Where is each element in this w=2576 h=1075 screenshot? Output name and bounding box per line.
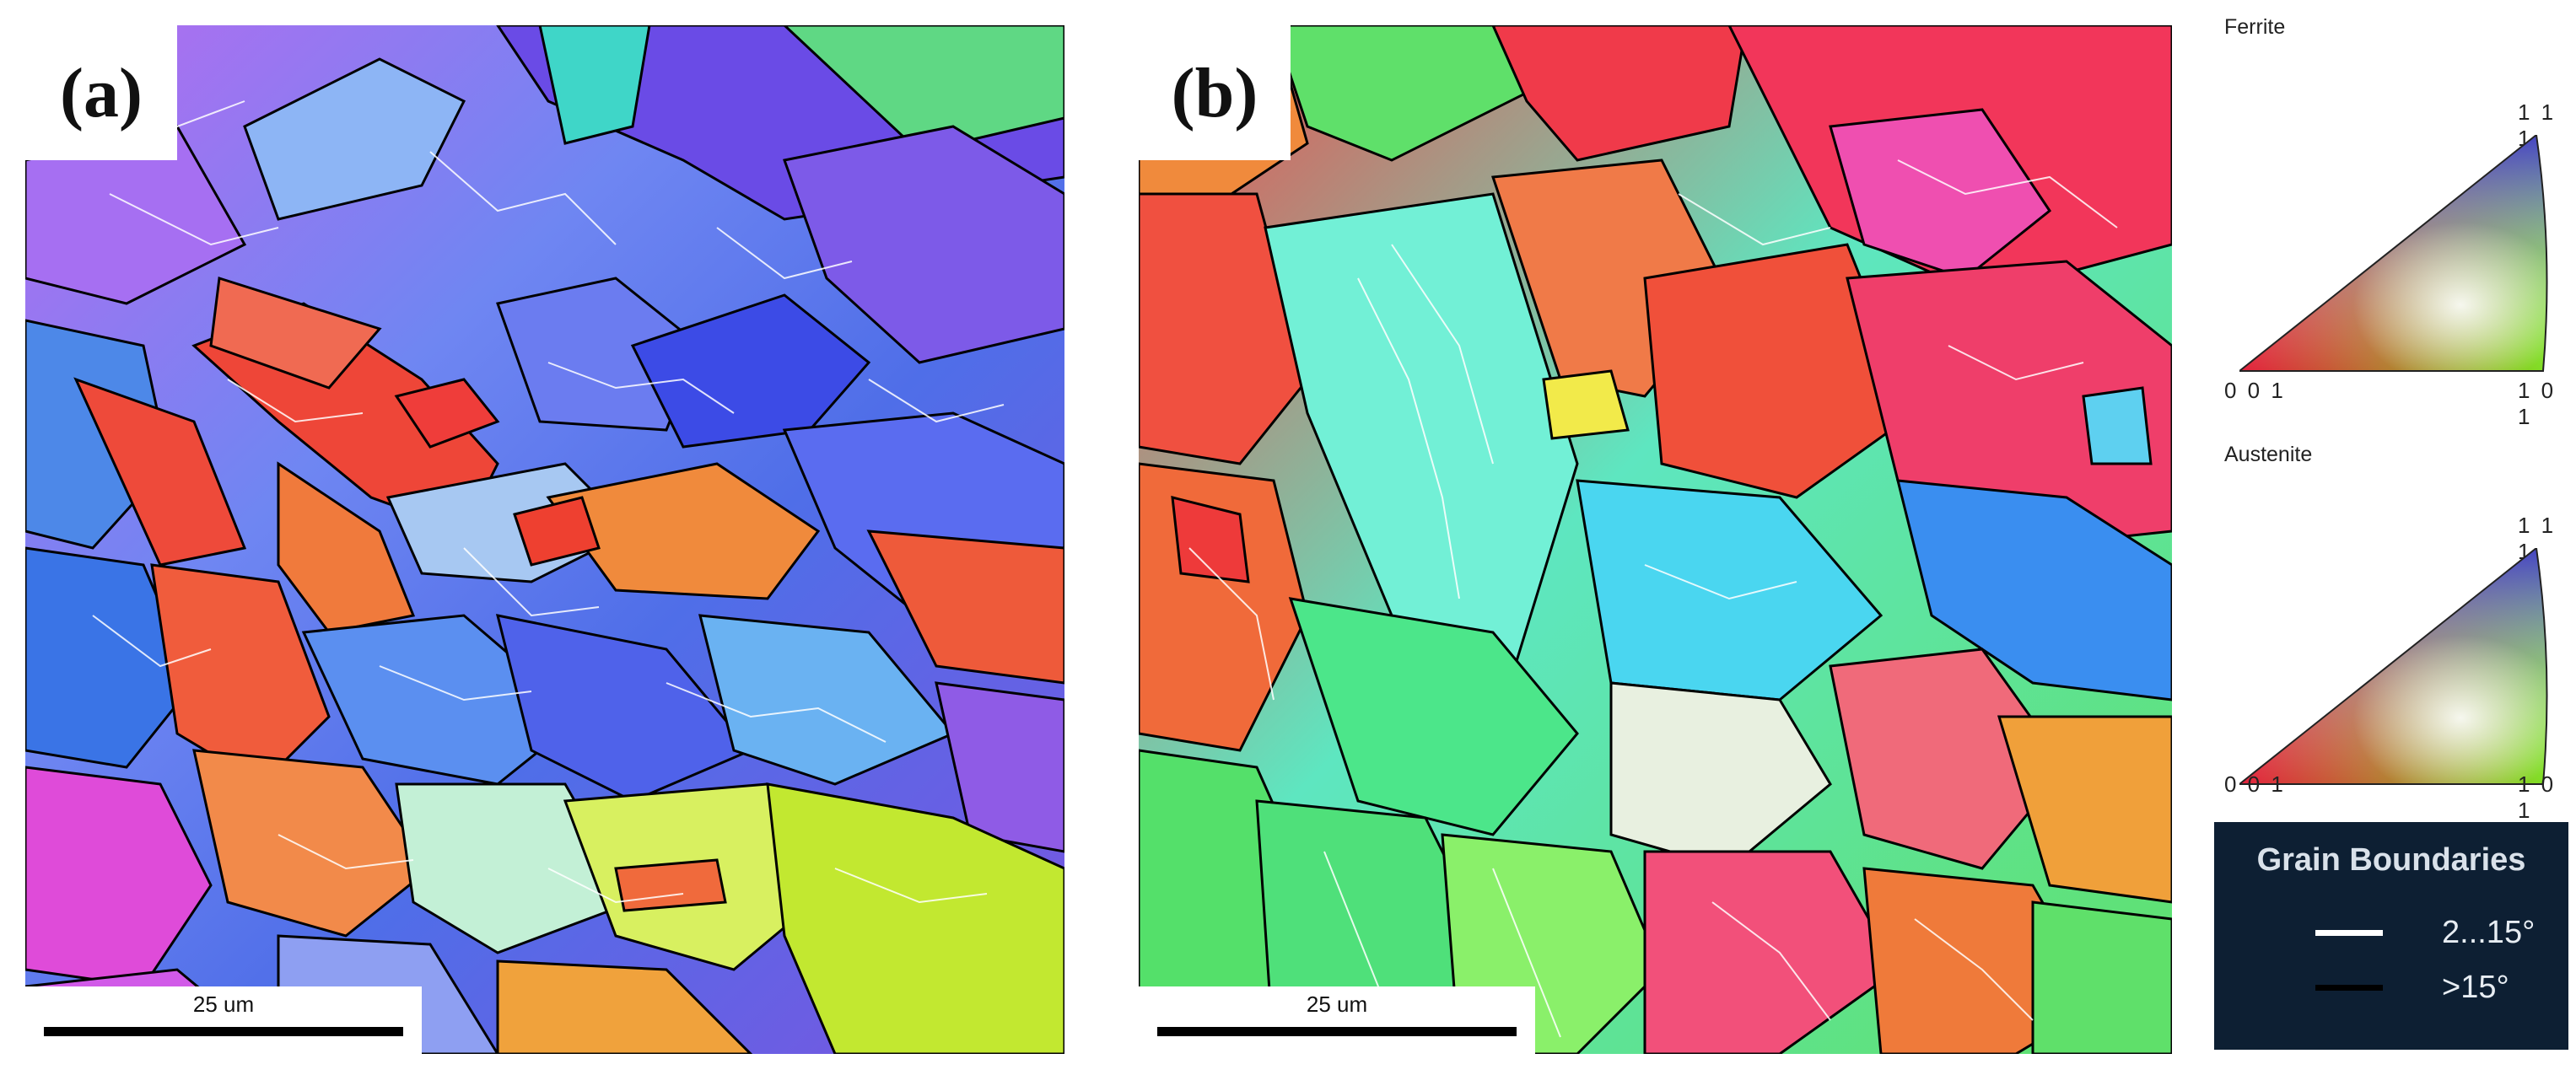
ebsd-map-b: (b) 25 um	[1139, 25, 2172, 1054]
legend-ferrite-101: 1 0 1	[2518, 378, 2557, 429]
legend-ferrite-001: 0 0 1	[2224, 378, 2286, 403]
ipf-map-b-image	[1139, 25, 2172, 1054]
scale-bar-a-line	[44, 1027, 403, 1036]
scale-bar-b: 25 um	[1139, 986, 1535, 1054]
scale-bar-b-text: 25 um	[1306, 992, 1368, 1017]
high-angle-boundary-row: >15°	[2214, 970, 2568, 1007]
legend: Ferrite 1 1 1 0 0 1 1 0 1 Austenite 1 1 …	[2180, 0, 2576, 1075]
low-angle-boundary-label: 2...15°	[2442, 915, 2536, 950]
high-angle-boundary-line	[2315, 985, 2383, 991]
scale-bar-a: 25 um	[25, 986, 422, 1054]
low-angle-boundary-line	[2315, 930, 2383, 936]
high-angle-boundary-label: >15°	[2442, 970, 2509, 1005]
austenite-ipf-triangle	[2239, 548, 2548, 785]
scale-bar-b-line	[1157, 1027, 1517, 1036]
grain-boundaries-legend: Grain Boundaries 2...15° >15°	[2214, 822, 2568, 1050]
legend-austenite-title: Austenite	[2224, 443, 2313, 466]
ebsd-map-a: (a) 25 um	[25, 25, 1064, 1054]
panel-label-b: (b)	[1139, 25, 1291, 160]
legend-austenite-001: 0 0 1	[2224, 771, 2286, 797]
panel-label-a: (a)	[25, 25, 177, 160]
low-angle-boundary-row: 2...15°	[2214, 915, 2568, 952]
grain-boundaries-title: Grain Boundaries	[2256, 842, 2526, 878]
scale-bar-a-text: 25 um	[192, 992, 255, 1017]
legend-austenite-101: 1 0 1	[2518, 771, 2557, 823]
legend-ferrite-title: Ferrite	[2224, 15, 2286, 39]
ipf-map-a-image	[25, 25, 1064, 1054]
ferrite-ipf-triangle	[2239, 135, 2548, 372]
